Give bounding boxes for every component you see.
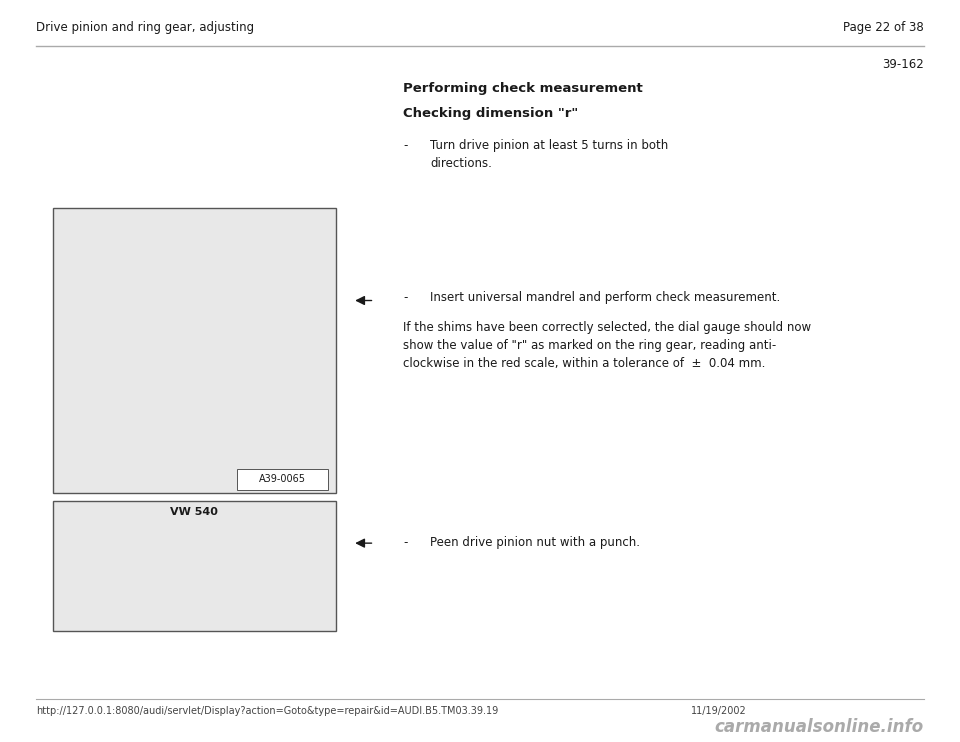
Text: Insert universal mandrel and perform check measurement.: Insert universal mandrel and perform che… <box>430 291 780 304</box>
FancyBboxPatch shape <box>53 208 336 493</box>
Text: -: - <box>403 536 408 549</box>
Text: Turn drive pinion at least 5 turns in both
directions.: Turn drive pinion at least 5 turns in bo… <box>430 139 668 171</box>
Text: 39-162: 39-162 <box>882 58 924 71</box>
Text: -: - <box>403 291 408 304</box>
Text: 11/19/2002: 11/19/2002 <box>691 706 747 716</box>
FancyBboxPatch shape <box>237 469 328 490</box>
Text: http://127.0.0.1:8080/audi/servlet/Display?action=Goto&type=repair&id=AUDI.B5.TM: http://127.0.0.1:8080/audi/servlet/Displ… <box>36 706 499 716</box>
Text: Page 22 of 38: Page 22 of 38 <box>843 21 924 34</box>
Text: Checking dimension "r": Checking dimension "r" <box>403 107 579 120</box>
Text: -: - <box>403 139 408 153</box>
Text: A39-0065: A39-0065 <box>259 474 306 485</box>
Text: Peen drive pinion nut with a punch.: Peen drive pinion nut with a punch. <box>430 536 640 549</box>
Text: If the shims have been correctly selected, the dial gauge should now
show the va: If the shims have been correctly selecte… <box>403 321 811 370</box>
FancyBboxPatch shape <box>53 501 336 631</box>
Text: carmanualsonline.info: carmanualsonline.info <box>714 718 924 736</box>
Text: Performing check measurement: Performing check measurement <box>403 82 643 95</box>
Text: Drive pinion and ring gear, adjusting: Drive pinion and ring gear, adjusting <box>36 21 254 34</box>
Text: VW 540: VW 540 <box>171 507 218 516</box>
